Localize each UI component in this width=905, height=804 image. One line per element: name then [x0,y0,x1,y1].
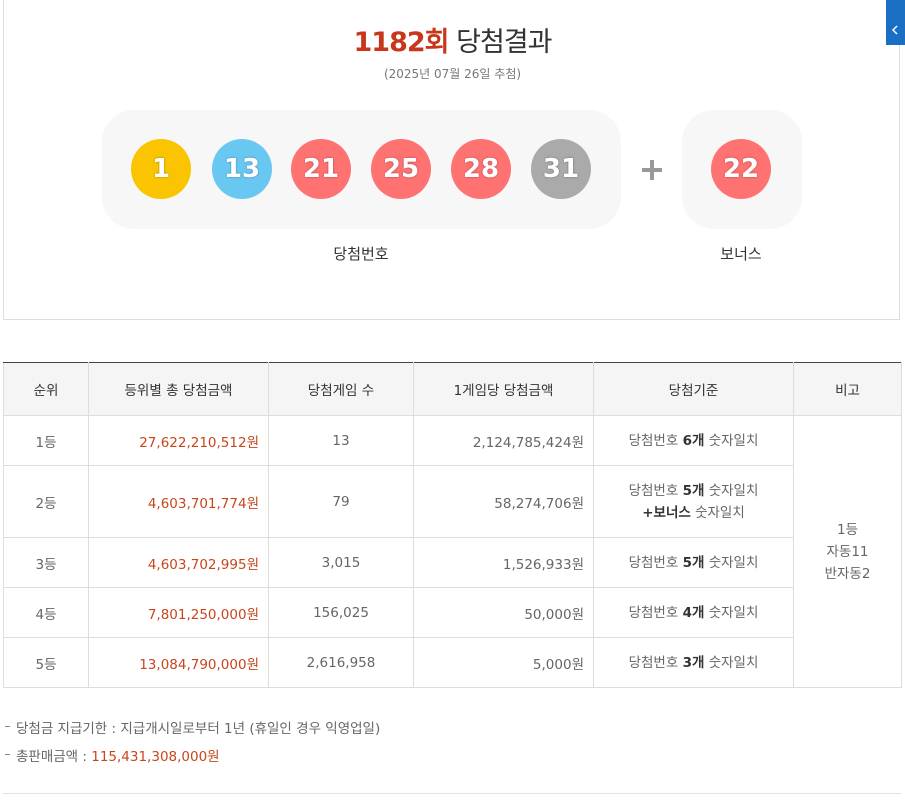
criteria-line: +보너스 숫자일치 [603,502,784,524]
number-ball: 28 [451,139,511,199]
winner-count: 156,025 [268,587,414,638]
criteria: 당첨번호 6개 숫자일치 [593,415,794,466]
criteria-line: 당첨번호 5개 숫자일치 [603,480,784,502]
column-header: 1게임당 당첨금액 [413,362,594,416]
footnote-value: 지급개시일로부터 1년 (휴일인 경우 익영업일) [120,721,381,737]
bullet-dash [5,726,10,727]
title-text: 당첨결과 [456,27,552,58]
tab-arrow [891,25,898,35]
result-box [3,0,900,320]
winner-count: 13 [268,415,414,466]
criteria-text: 당첨번호 [628,554,683,571]
footnote: 총판매금액 : 115,431,308,000원 [5,745,220,765]
criteria-text: 숫자일치 [690,504,745,521]
criteria-line: 당첨번호 4개 숫자일치 [603,602,784,624]
criteria-line: 당첨번호 3개 숫자일치 [603,652,784,674]
criteria-line: 당첨번호 5개 숫자일치 [603,552,784,574]
total-amount: 4,603,701,774원 [88,465,269,538]
header-row: 순위 등위별 총 당첨금액 당첨게임 수 1게임당 당첨금액 당첨기준 비고 [3,362,902,416]
total-amount: 27,622,210,512원 [88,415,269,466]
number-ball: 25 [371,139,431,199]
criteria-text: 3개 [682,654,705,671]
criteria-text: 4개 [682,604,705,621]
rank: 3등 [3,537,89,588]
criteria-text: 5개 [682,554,705,571]
criteria-text: 숫자일치 [704,432,759,449]
criteria-text: 당첨번호 [628,482,683,499]
winner-count: 2,616,958 [268,637,414,688]
table-row: 2등 4,603,701,774원 79 58,274,706원 당첨번호 5개 숫자일… [3,465,902,538]
criteria: 당첨번호 5개 숫자일치 [593,537,794,588]
note-line: 반자동2 [824,565,871,582]
rank: 1등 [3,415,89,466]
per-game-amount: 1,526,933원 [413,537,594,588]
per-game-amount: 58,274,706원 [413,465,594,538]
title: 1182회 당첨결과 [0,20,905,59]
number-ball: 21 [291,139,351,199]
table-row: 5등 13,084,790,000원 2,616,958 5,000원 당첨번호 3개 … [3,637,902,688]
plus-icon [642,160,662,180]
winner-count: 79 [268,465,414,538]
bonus-label: 보너스 [720,245,762,263]
round: 1182회 [353,27,450,58]
note-line: 자동11 [826,543,869,560]
column-header: 순위 [3,362,89,416]
criteria-line: 당첨번호 6개 숫자일치 [603,430,784,452]
criteria: 당첨번호 4개 숫자일치 [593,587,794,638]
criteria-text: 당첨번호 [628,432,683,449]
note-line: 1등 [836,521,858,538]
bullet-dash [5,754,10,755]
per-game-amount: 2,124,785,424원 [413,415,594,466]
table-row: 4등 7,801,250,000원 156,025 50,000원 당첨번호 4개 숫자… [3,587,902,638]
criteria-text: 숫자일치 [704,654,759,671]
total-amount: 4,603,702,995원 [88,537,269,588]
criteria-text: +보너스 [642,504,691,521]
column-header: 당첨게임 수 [268,362,414,416]
total-amount: 13,084,790,000원 [88,637,269,688]
per-game-amount: 50,000원 [413,587,594,638]
criteria-text: 5개 [682,482,705,499]
criteria-text: 6개 [682,432,705,449]
side-tab[interactable] [886,0,905,45]
rank: 4등 [3,587,89,638]
per-game-amount: 5,000원 [413,637,594,688]
criteria: 당첨번호 3개 숫자일치 [593,637,794,688]
numbers-label: 당첨번호 [333,245,389,263]
criteria-text: 당첨번호 [628,654,683,671]
rank: 2등 [3,465,89,538]
column-header: 비고 [793,362,902,416]
criteria-text: 숫자일치 [704,554,759,571]
criteria-text: 숫자일치 [704,604,759,621]
column-header: 당첨기준 [593,362,794,416]
footnote-label: 당첨금 지급기한 : [16,721,121,737]
table-row: 3등 4,603,702,995원 3,015 1,526,933원 당첨번호 5개 숫… [3,537,902,588]
total-amount: 7,801,250,000원 [88,587,269,638]
rank: 5등 [3,637,89,688]
column-header: 등위별 총 당첨금액 [88,362,269,416]
criteria-text: 당첨번호 [628,604,683,621]
footnote: 당첨금 지급기한 : 지급개시일로부터 1년 (휴일인 경우 익영업일) [5,717,381,737]
footnote-value: 115,431,308,000원 [91,749,220,765]
bonus-ball: 22 [711,139,771,199]
number-ball: 1 [131,139,191,199]
prize-table: 순위 등위별 총 당첨금액 당첨게임 수 1게임당 당첨금액 당첨기준 비고 1등 27,6… [3,362,902,688]
draw-date: (2025년 07월 26일 추첨) [383,67,522,81]
table-row: 1등 27,622,210,512원 13 2,124,785,424원 당첨번호 6개… [3,415,902,688]
number-ball: 13 [212,139,272,199]
winner-count: 3,015 [268,537,414,588]
divider [3,793,901,794]
criteria: 당첨번호 5개 숫자일치 +보너스 숫자일치 [593,465,794,538]
criteria-text: 숫자일치 [704,482,759,499]
number-ball: 31 [531,139,591,199]
footnote-label: 총판매금액 : [16,749,92,765]
